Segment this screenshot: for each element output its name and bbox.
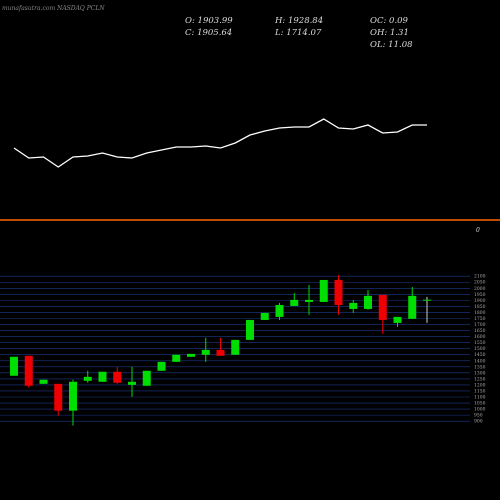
y-tick-label: 1250 bbox=[474, 376, 486, 382]
y-tick-label: 1550 bbox=[474, 340, 486, 346]
candle-body bbox=[305, 299, 313, 302]
y-tick-label: 950 bbox=[474, 413, 483, 419]
candle-body bbox=[201, 349, 210, 355]
candle-body bbox=[157, 361, 166, 371]
candle-body bbox=[39, 379, 48, 384]
candle-body bbox=[334, 279, 343, 305]
y-tick-label: 1650 bbox=[474, 328, 486, 334]
y-tick-label: 1400 bbox=[474, 358, 486, 364]
y-tick-label: 1450 bbox=[474, 352, 486, 358]
candle-body bbox=[113, 371, 122, 383]
candle-body bbox=[187, 353, 195, 357]
price-line bbox=[13, 118, 427, 168]
candle-body bbox=[319, 279, 328, 302]
candle-body bbox=[423, 299, 431, 301]
candle-body bbox=[142, 370, 151, 386]
y-tick-label: 2100 bbox=[474, 274, 486, 280]
candle-body bbox=[98, 371, 107, 382]
y-tick-label: 2000 bbox=[474, 286, 486, 292]
candle-body bbox=[172, 354, 181, 362]
info: OC: 0.09 bbox=[370, 16, 409, 26]
y-tick-label: 1600 bbox=[474, 334, 486, 340]
candle-body bbox=[10, 356, 18, 376]
candle-body bbox=[275, 304, 284, 317]
candle-body bbox=[54, 383, 63, 411]
candle-body bbox=[378, 294, 387, 320]
y-tick-label: 1950 bbox=[474, 292, 486, 298]
candle-body bbox=[408, 295, 417, 319]
candle-body bbox=[231, 339, 240, 355]
y-tick-label: 1750 bbox=[474, 316, 486, 322]
y-tick-label: 1850 bbox=[474, 304, 486, 310]
candle-body bbox=[83, 376, 92, 381]
candle-body bbox=[128, 381, 136, 385]
candle-body bbox=[246, 319, 254, 340]
candle-body bbox=[364, 295, 372, 309]
chart-title: munafasutra.com NASDAQ PCLN bbox=[2, 5, 105, 12]
y-tick-label: 1350 bbox=[474, 364, 486, 370]
y-tick-label: 1100 bbox=[474, 395, 486, 401]
y-tick-label: 1900 bbox=[474, 298, 486, 304]
candle-body bbox=[216, 349, 225, 356]
y-tick-label: 1700 bbox=[474, 322, 486, 328]
indicator-label: 0 bbox=[476, 227, 480, 234]
candle-body bbox=[290, 299, 299, 306]
y-tick-label: 1300 bbox=[474, 370, 486, 376]
candle-body bbox=[69, 381, 77, 411]
info: OL: 11.08 bbox=[370, 40, 413, 50]
y-tick-label: 2050 bbox=[474, 280, 486, 286]
y-tick-label: 1800 bbox=[474, 310, 486, 316]
candle-body bbox=[349, 302, 358, 309]
y-tick-label: 1200 bbox=[474, 382, 486, 388]
candle-body bbox=[260, 312, 269, 320]
info: L: 1714.07 bbox=[274, 28, 322, 38]
y-tick-label: 1050 bbox=[474, 401, 486, 407]
info: H: 1928.84 bbox=[274, 16, 323, 26]
candle-body bbox=[24, 355, 33, 386]
info: O: 1903.99 bbox=[185, 16, 233, 26]
y-tick-label: 900 bbox=[474, 419, 483, 425]
info: C: 1905.64 bbox=[185, 28, 232, 38]
info: OH: 1.31 bbox=[370, 28, 409, 38]
y-tick-label: 1000 bbox=[474, 407, 486, 413]
y-tick-label: 1500 bbox=[474, 346, 486, 352]
candle-body bbox=[393, 316, 402, 323]
y-tick-label: 1150 bbox=[474, 388, 486, 394]
